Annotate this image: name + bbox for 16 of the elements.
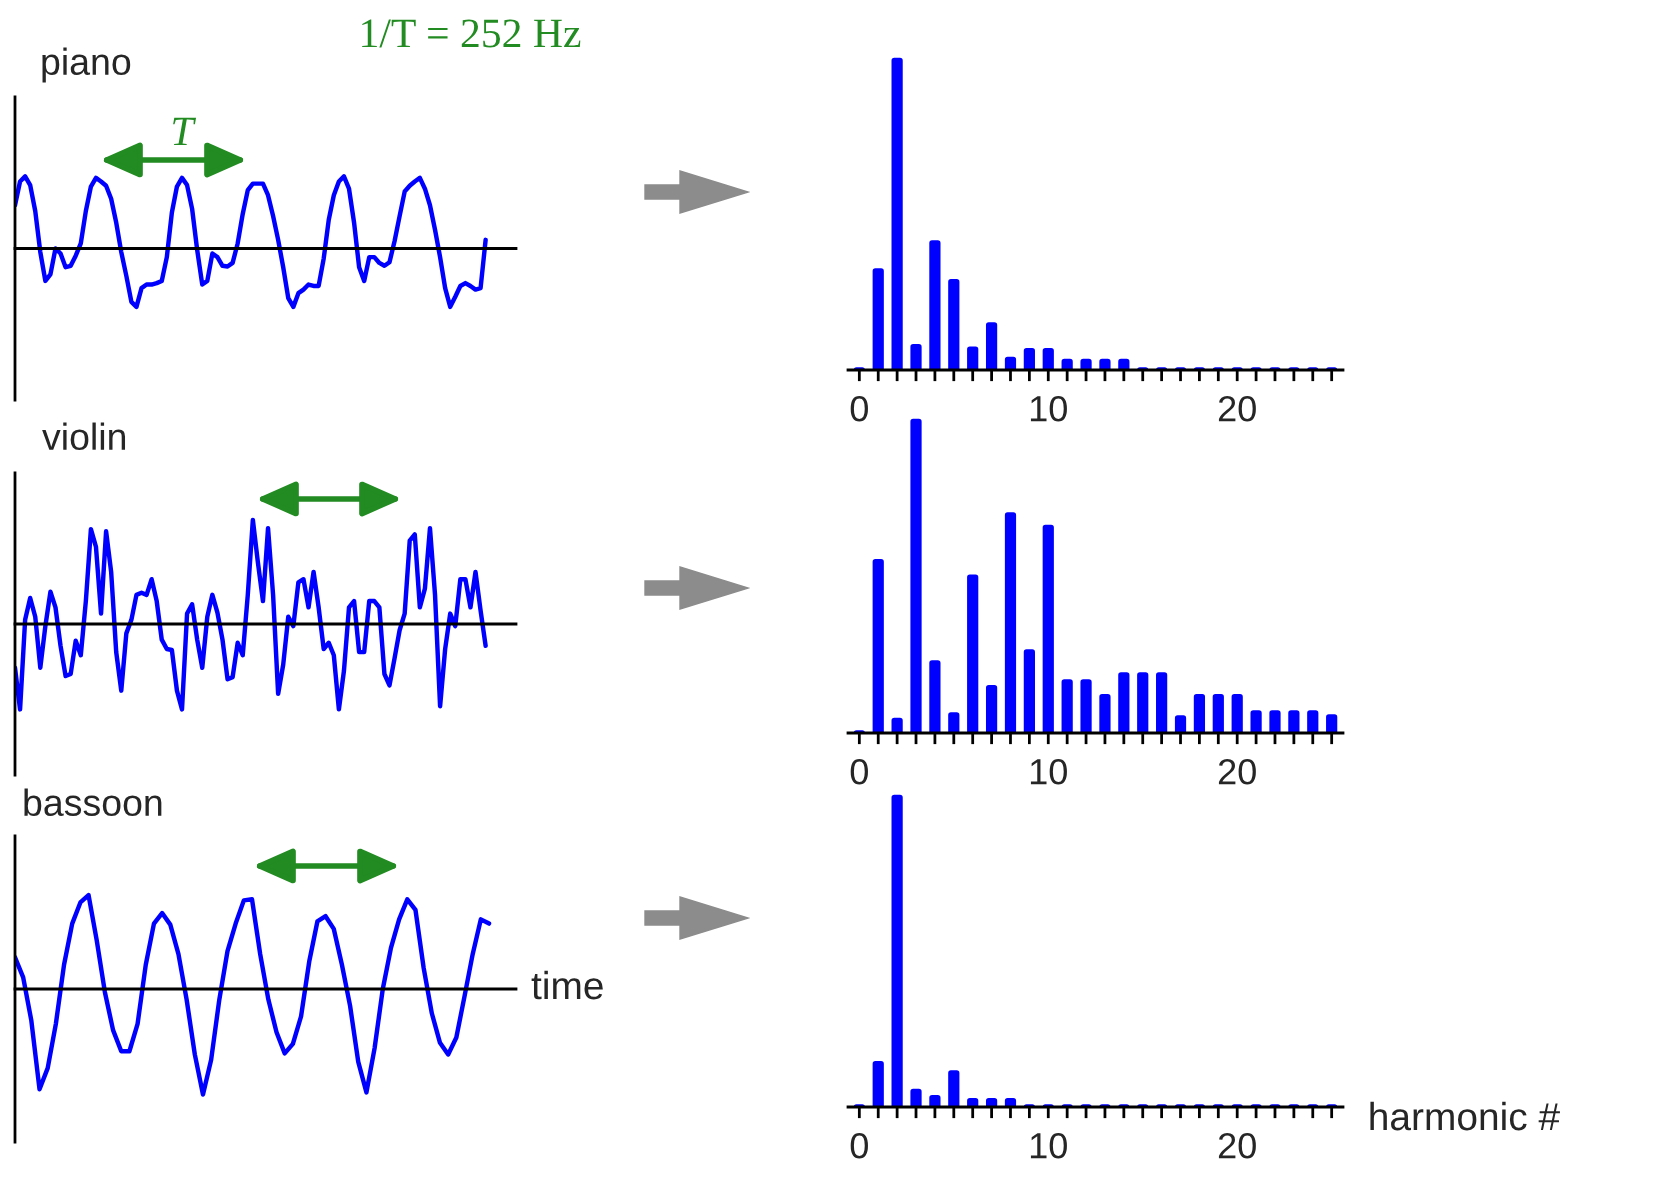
- text: T: [173, 117, 197, 146]
- x-tick-label: 0: [850, 1132, 868, 1159]
- chart-title: bassoon: [24, 788, 162, 817]
- x-axis-title: harmonic #: [1370, 1101, 1560, 1131]
- x-tick-label: 20: [1218, 1132, 1256, 1159]
- x-tick-label: 0: [850, 395, 868, 422]
- chart-title: violin: [42, 422, 126, 451]
- x-tick-label: 10: [1030, 1132, 1067, 1159]
- text: 1/T = 252 Hz: [362, 19, 581, 48]
- x-tick-label: 0: [850, 758, 868, 785]
- x-axis-title: time: [531, 970, 603, 1000]
- x-tick-label: 10: [1030, 758, 1067, 785]
- x-tick-label: 10: [1030, 395, 1067, 422]
- x-tick-label: 20: [1218, 758, 1256, 785]
- x-tick-label: 20: [1218, 395, 1256, 422]
- chart-title: piano: [42, 47, 131, 83]
